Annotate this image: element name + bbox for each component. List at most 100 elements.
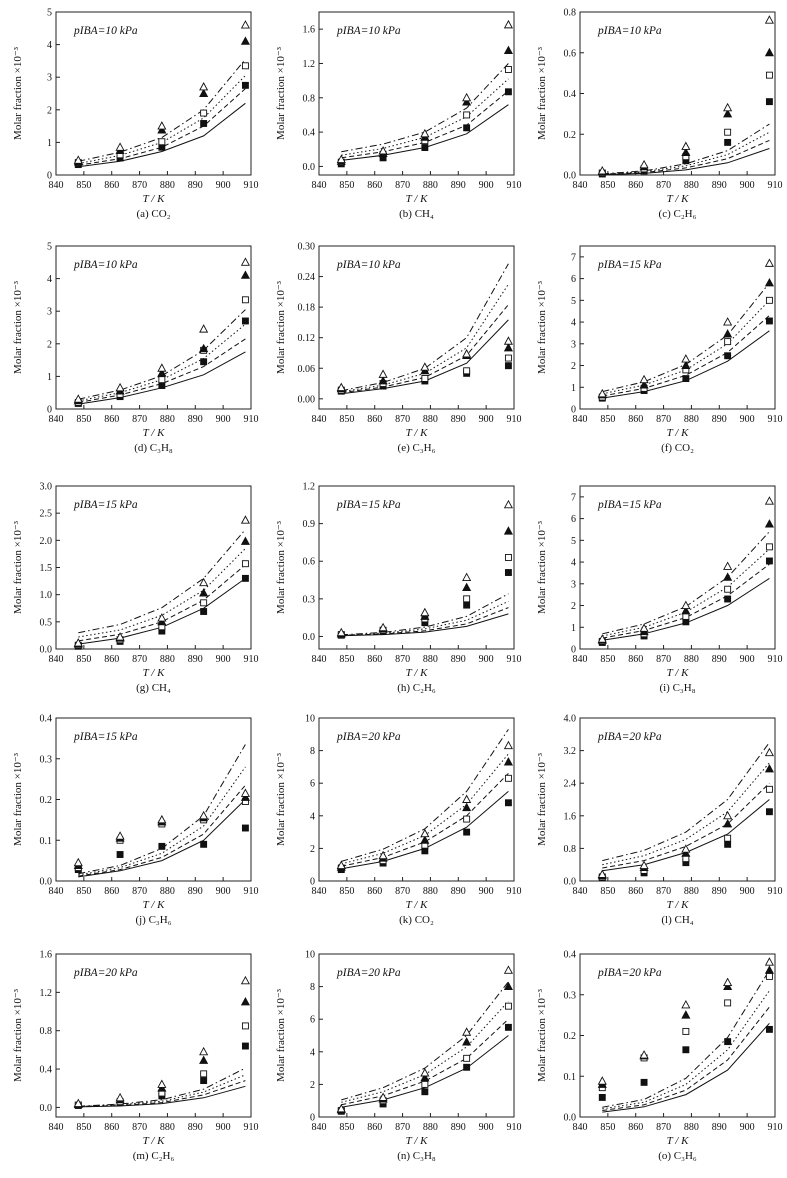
x-tick-label: 850 (76, 414, 91, 425)
x-tick-label: 870 (132, 1122, 147, 1133)
x-tick-label: 910 (507, 180, 522, 191)
y-tick-label: 1.2 (40, 988, 53, 999)
data-point-filled-square (504, 569, 512, 576)
y-tick-label: 10 (305, 950, 315, 961)
data-point-filled-square (724, 352, 732, 360)
y-tick-label: 0.30 (298, 242, 316, 253)
y-tick-label: 1.6 (303, 25, 316, 36)
y-tick-label: 0.0 (303, 162, 316, 173)
x-tick-label: 910 (244, 1122, 259, 1133)
y-tick-label: 3 (571, 339, 576, 350)
y-tick-label: 0.5 (40, 617, 53, 628)
y-tick-label: 0.4 (564, 950, 577, 961)
data-point-filled-square (724, 840, 732, 848)
x-tick-label: 840 (573, 654, 588, 665)
x-tick-label: 910 (507, 414, 522, 425)
x-tick-label: 910 (768, 180, 783, 191)
y-tick-label: 6 (571, 514, 576, 525)
x-axis-label: T / K (143, 427, 165, 439)
data-point-open-triangle (764, 258, 774, 267)
x-tick-label: 880 (684, 654, 699, 665)
pressure-annotation: pIBA=15 kPa (597, 499, 662, 511)
x-tick-label: 900 (479, 414, 494, 425)
data-point-filled-square (504, 362, 512, 370)
data-point-filled-triangle (764, 47, 774, 57)
y-tick-label: 2 (47, 339, 52, 350)
y-tick-label: 0.0 (40, 1103, 53, 1114)
plot-frame (318, 485, 515, 650)
data-point-filled-triangle (639, 380, 649, 389)
y-tick-label: 3.2 (564, 746, 577, 757)
panel-caption: (l) CH₄ (661, 914, 693, 926)
data-point-open-triangle (597, 1076, 607, 1085)
x-tick-label: 880 (423, 414, 438, 425)
y-tick-label: 0.3 (40, 754, 53, 765)
data-point-open-square (200, 599, 208, 607)
panel-caption: (m) C₂H₆ (133, 1150, 175, 1162)
data-point-filled-square (200, 120, 208, 127)
plot-frame (55, 11, 252, 176)
x-tick-label: 900 (216, 414, 231, 425)
panel-caption: (a) CO₂ (136, 208, 170, 220)
data-point-open-triangle (462, 794, 472, 803)
x-tick-label: 840 (49, 180, 64, 191)
model-line-dashdot (341, 729, 509, 862)
y-tick-label: 2 (310, 844, 315, 855)
data-point-filled-square (724, 138, 732, 146)
data-point-filled-triangle (240, 36, 250, 45)
x-tick-label: 880 (160, 886, 175, 897)
model-line-solid (78, 799, 246, 878)
data-point-open-triangle (199, 577, 209, 587)
y-tick-label: 1.2 (303, 482, 316, 493)
pressure-annotation: pIBA=20 kPa (336, 731, 401, 743)
data-point-filled-square (504, 799, 512, 807)
data-point-open-triangle (378, 146, 388, 155)
data-point-open-triangle (73, 394, 83, 403)
data-point-open-square (724, 834, 732, 842)
model-line-dash (602, 315, 770, 397)
data-point-filled-square (200, 358, 208, 366)
data-point-open-square (724, 999, 732, 1007)
data-point-filled-square (241, 1042, 249, 1050)
x-axis-label: T / K (143, 899, 165, 911)
x-tick-label: 860 (628, 654, 643, 665)
y-tick-label: 3 (571, 579, 576, 590)
y-tick-label: 4 (571, 558, 576, 569)
x-tick-label: 910 (507, 1122, 522, 1133)
y-axis-label: Molar fraction ×10⁻³ (12, 988, 24, 1082)
x-tick-label: 870 (395, 414, 410, 425)
pressure-annotation: pIBA=15 kPa (73, 499, 138, 511)
y-tick-label: 0 (47, 171, 52, 182)
data-point-open-triangle (115, 831, 125, 840)
data-point-open-triangle (199, 810, 209, 820)
data-point-open-triangle (681, 844, 691, 853)
y-tick-label: 2 (47, 105, 52, 116)
x-tick-label: 890 (188, 414, 203, 425)
model-line-dash (602, 1006, 770, 1111)
data-point-open-triangle (462, 1027, 472, 1036)
y-axis-label: Molar fraction ×10⁻³ (536, 46, 548, 140)
data-point-open-square (200, 1070, 208, 1078)
data-point-open-triangle (378, 1092, 388, 1101)
y-tick-label: 0.1 (40, 836, 53, 847)
data-point-filled-square (765, 98, 773, 106)
y-tick-label: 0.3 (564, 990, 577, 1001)
data-point-filled-square (158, 842, 166, 850)
x-axis-label: T / K (406, 667, 428, 679)
model-line-dot (78, 75, 246, 165)
pressure-annotation: pIBA=10 kPa (336, 259, 401, 271)
x-tick-label: 890 (188, 654, 203, 665)
data-point-open-square (724, 338, 732, 346)
data-point-filled-triangle (240, 996, 250, 1006)
x-tick-label: 910 (244, 654, 259, 665)
panel-caption: (b) CH₄ (399, 208, 434, 220)
x-tick-label: 890 (451, 654, 466, 665)
data-point-open-square (504, 554, 512, 561)
y-tick-label: 0.4 (40, 1065, 53, 1076)
model-line-dash (602, 563, 770, 639)
data-point-filled-square (241, 824, 249, 832)
y-tick-label: 0.4 (564, 89, 577, 100)
y-tick-label: 5 (47, 8, 52, 19)
model-line-dash (341, 607, 509, 636)
data-point-open-square (463, 367, 471, 375)
